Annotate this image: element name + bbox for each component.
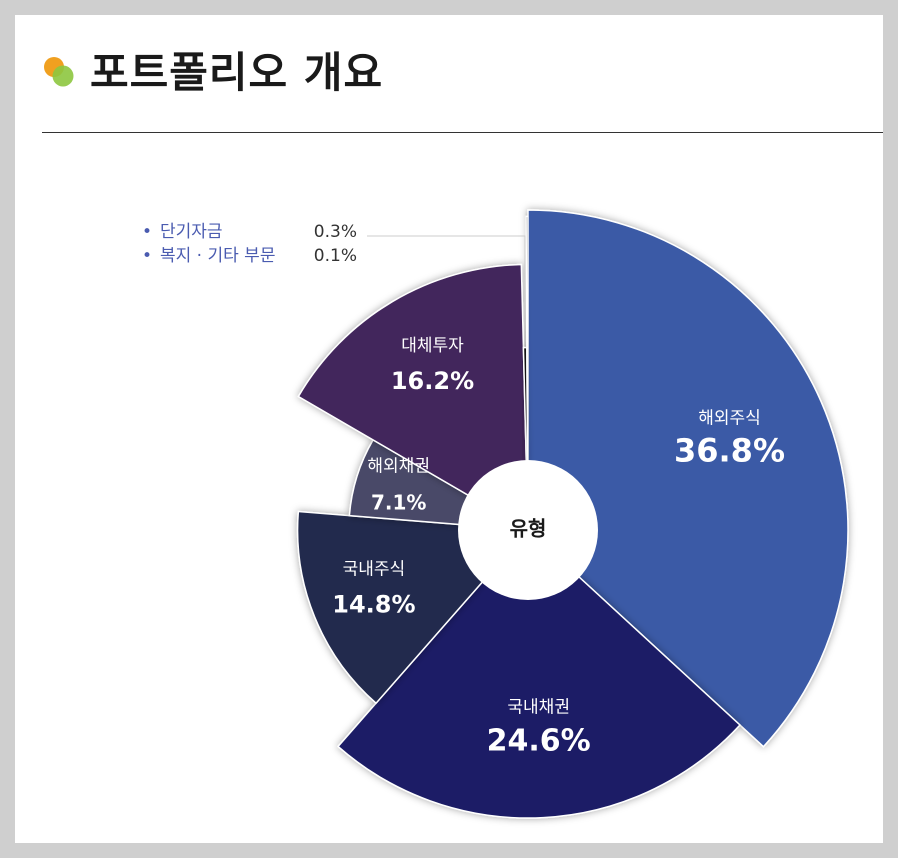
slice-value-label: 7.1%	[371, 491, 426, 515]
legend-value: 0.1%	[314, 246, 357, 266]
slice-value-label: 14.8%	[332, 591, 415, 619]
legend-label: 단기자금	[160, 222, 223, 242]
pie-slice	[525, 215, 529, 531]
slice-value-label: 24.6%	[487, 724, 591, 759]
legend-value: 0.3%	[314, 222, 357, 242]
overlapping-circles-icon	[44, 57, 74, 87]
slice-name-label: 국내주식	[343, 560, 406, 580]
leader-line	[367, 235, 526, 342]
slice-name-label: 국내채권	[507, 698, 570, 718]
legend-label: 복지 · 기타 부문	[160, 246, 275, 266]
portfolio-panel: 포트폴리오 개요 해외주식 36.8% 국내채권 24.6% 국내주식 14.8% 해외채권…	[15, 15, 883, 843]
pie-slice	[297, 263, 529, 532]
center-hole	[458, 460, 598, 600]
slice-value-label: 36.8%	[674, 432, 785, 470]
title-divider	[42, 132, 883, 133]
legend-bullet: •	[142, 222, 152, 242]
pie-slice	[337, 528, 742, 819]
slice-name-label: 해외채권	[367, 457, 430, 477]
slice-value-label: 16.2%	[391, 367, 474, 395]
slice-name-label: 해외주식	[698, 409, 761, 429]
legend-bullet: •	[142, 246, 152, 266]
portfolio-pie-chart: 해외주식 36.8% 국내채권 24.6% 국내주식 14.8% 해외채권 7.1% 대체투자 1…	[142, 209, 849, 819]
center-label: 유형	[510, 517, 547, 541]
slice-name-label: 대체투자	[401, 336, 464, 356]
pie-slice	[527, 209, 849, 748]
page-title: 포트폴리오 개요	[90, 48, 384, 97]
